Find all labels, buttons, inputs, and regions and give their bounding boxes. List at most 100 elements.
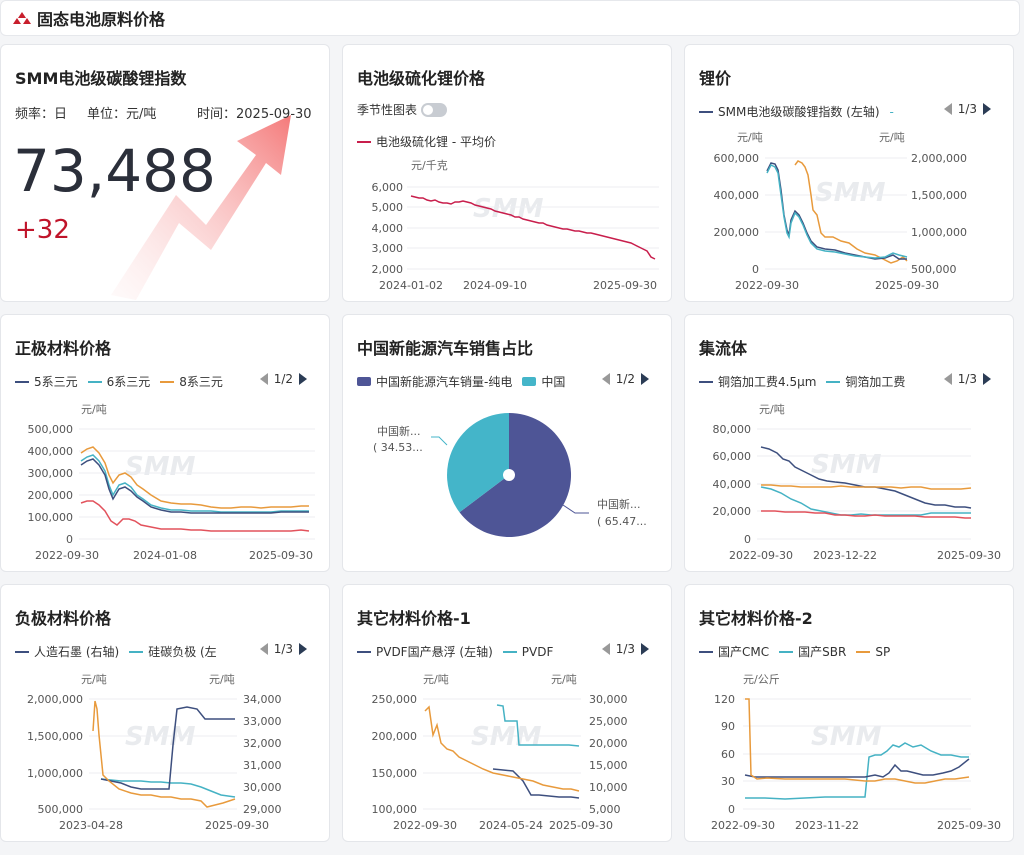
y-tick: 90 [721, 720, 735, 733]
card-current-collector[interactable]: 集流体 铜箔加工费4.5μm 铜箔加工费 1/3 SMM 元/吨 80,000 … [684, 314, 1014, 572]
collector-chart: SMM 元/吨 80,000 60,000 40,000 20,000 0 20… [713, 403, 1001, 562]
y-tick-right: 10,000 [589, 781, 628, 794]
card-title: 中国新能源汽车销售占比 [357, 339, 534, 358]
card-cathode-price[interactable]: 正极材料价格 5系三元 6系三元 8系三元 1/2 SMM 元/吨 500,00… [0, 314, 330, 572]
legend-item[interactable]: 5系三元 [15, 373, 78, 390]
pie-slice-phev[interactable] [447, 413, 509, 513]
legend-item[interactable]: 铜箔加工费4.5μm [699, 373, 816, 390]
y-tick: 0 [66, 533, 73, 546]
x-tick: 2024-09-10 [463, 279, 527, 292]
other-materials-1-chart: SMM 元/吨 元/吨 250,000 200,000 150,000 100,… [372, 673, 628, 832]
y-tick-right: 15,000 [589, 759, 628, 772]
legend-item[interactable]: SP [856, 645, 890, 659]
legend-item[interactable]: 6系三元 [87, 373, 150, 390]
prev-page-icon[interactable] [601, 643, 610, 655]
logo-icon [13, 12, 31, 24]
y-tick: 400,000 [714, 189, 760, 202]
x-tick: 2023-04-28 [59, 819, 123, 832]
prev-page-icon[interactable] [259, 373, 268, 385]
watermark: SMM [125, 722, 196, 752]
series-line-red [80, 500, 310, 532]
y-tick-right: 5,000 [589, 803, 621, 816]
card-li2s-price[interactable]: 电池级硫化锂价格 季节性图表 电池级硫化锂 - 平均价 SMM 元/千克 6,0… [342, 44, 672, 302]
x-tick: 2025-09-30 [875, 279, 939, 292]
y-tick: 60 [721, 748, 735, 761]
x-tick: 2025-09-30 [205, 819, 269, 832]
y-tick-right: 20,000 [589, 737, 628, 750]
prev-page-icon[interactable] [943, 373, 952, 385]
y-axis-unit-left: 元/吨 [737, 131, 763, 144]
card-nev-share[interactable]: 中国新能源汽车销售占比 中国新能源汽车销量-纯电 中国 1/2 SMM 中国新.… [342, 314, 672, 572]
x-tick: 2022-09-30 [35, 549, 99, 562]
legend-item[interactable]: 电池级硫化锂 - 平均价 [357, 133, 496, 150]
other-materials-2-chart: SMM 元/公斤 120 90 60 30 0 2022-09-30 2023-… [711, 673, 1001, 832]
index-value: 73,488 [13, 137, 216, 205]
x-tick: 2022-09-30 [711, 819, 775, 832]
series-line-li2s [410, 195, 656, 260]
legend-item[interactable]: 硅碳负极 (左 [129, 643, 217, 660]
prev-page-icon[interactable] [943, 103, 952, 115]
x-tick: 2025-09-30 [937, 819, 1001, 832]
legend: 5系三元 6系三元 8系三元 [15, 373, 233, 390]
next-page-icon[interactable] [641, 373, 649, 385]
pie-slice-bev[interactable] [459, 413, 572, 537]
legend-item[interactable]: PVDF国产悬浮 (左轴) [357, 643, 493, 660]
series-line-pvdf-suspension [492, 768, 580, 799]
y-axis-unit: 元/吨 [759, 403, 785, 416]
next-page-icon[interactable] [983, 103, 991, 115]
card-lithium-price[interactable]: 锂价 SMM电池级碳酸锂指数 (左轴) - 1/3 SMM 元/吨 元/吨 60… [684, 44, 1014, 302]
legend: PVDF国产悬浮 (左轴) PVDF [357, 643, 563, 660]
legend: 国产CMC 国产SBR SP [699, 643, 900, 660]
legend-pager[interactable]: 1/3 [255, 642, 307, 656]
x-tick: 2024-01-08 [133, 549, 197, 562]
y-tick-right: 31,000 [243, 759, 282, 772]
legend: 中国新能源汽车销量-纯电 中国 [357, 373, 575, 390]
seasonal-toggle-row[interactable]: 季节性图表 [357, 101, 448, 118]
y-tick: 100,000 [28, 511, 74, 524]
page-header: 固态电池原料价格 [0, 0, 1020, 36]
legend-item[interactable]: 人造石墨 (右轴) [15, 643, 119, 660]
y-axis-unit-left: 元/吨 [423, 673, 449, 686]
y-tick-right: 33,000 [243, 715, 282, 728]
series-line-sbr [745, 742, 969, 800]
y-tick: 120 [714, 693, 735, 706]
legend-item[interactable]: - [889, 104, 894, 119]
card-anode-price[interactable]: 负极材料价格 人造石墨 (右轴) 硅碳负极 (左 1/3 SMM 元/吨 元/吨… [0, 584, 330, 842]
pie-label-value: ( 34.53... [373, 441, 423, 454]
series-line-sp [745, 698, 970, 784]
x-tick: 2024-05-24 [479, 819, 543, 832]
series-line-teal [496, 704, 580, 747]
legend: 铜箔加工费4.5μm 铜箔加工费 [699, 373, 915, 390]
y-tick: 1,500,000 [27, 730, 83, 743]
next-page-icon[interactable] [983, 373, 991, 385]
legend-pager[interactable]: 1/3 [939, 102, 991, 116]
card-other-materials-1[interactable]: 其它材料价格-1 PVDF国产悬浮 (左轴) PVDF 1/3 SMM 元/吨 … [342, 584, 672, 842]
seasonal-toggle[interactable] [421, 102, 448, 117]
legend-item[interactable]: 国产SBR [779, 643, 846, 660]
legend-item[interactable]: 国产CMC [699, 643, 769, 660]
next-page-icon[interactable] [299, 643, 307, 655]
prev-page-icon[interactable] [259, 643, 268, 655]
legend-item[interactable]: 中国 [522, 373, 565, 390]
x-tick: 2024-01-02 [379, 279, 443, 292]
legend-item[interactable]: PVDF [502, 645, 553, 659]
card-other-materials-2[interactable]: 其它材料价格-2 国产CMC 国产SBR SP SMM 元/公斤 120 90 … [684, 584, 1014, 842]
x-tick: 2025-09-30 [593, 279, 657, 292]
card-lithium-index[interactable]: SMM电池级碳酸锂指数 频率：日 单位：元/吨 时间：2025-09-30 73… [0, 44, 330, 302]
legend-item[interactable]: 8系三元 [160, 373, 223, 390]
legend: 人造石墨 (右轴) 硅碳负极 (左 [15, 643, 227, 660]
y-tick: 40,000 [713, 478, 752, 491]
prev-page-icon[interactable] [601, 373, 610, 385]
legend-item[interactable]: 中国新能源汽车销量-纯电 [357, 373, 512, 390]
arrow-graphic [111, 115, 291, 300]
legend-pager[interactable]: 1/2 [255, 372, 307, 386]
next-page-icon[interactable] [641, 643, 649, 655]
legend-pager[interactable]: 1/3 [939, 372, 991, 386]
y-tick-right: 34,000 [243, 693, 282, 706]
x-tick: 2025-09-30 [937, 549, 1001, 562]
legend-pager[interactable]: 1/2 [597, 372, 649, 386]
legend-item[interactable]: SMM电池级碳酸锂指数 (左轴) [699, 103, 880, 120]
legend-item[interactable]: 铜箔加工费 [826, 373, 905, 390]
next-page-icon[interactable] [299, 373, 307, 385]
legend-pager[interactable]: 1/3 [597, 642, 649, 656]
